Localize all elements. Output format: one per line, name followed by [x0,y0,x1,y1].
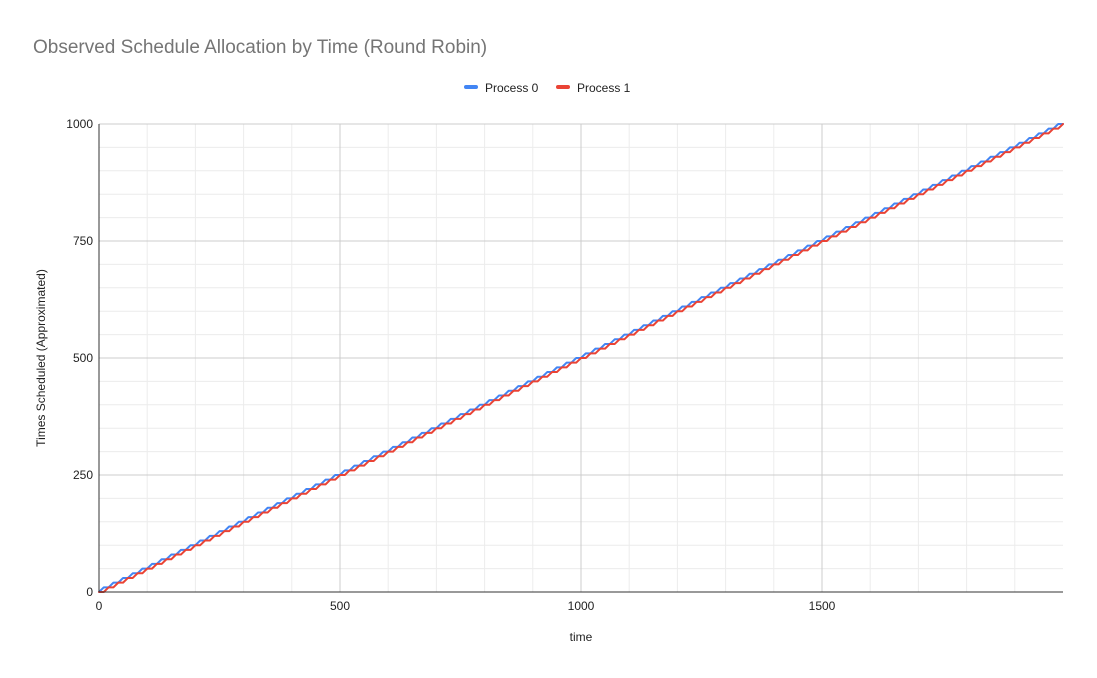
x-tick-labels: 0 500 1000 1500 [96,599,836,613]
legend-swatch-process-0 [464,85,478,89]
legend: Process 0 Process 1 [464,81,631,95]
y-tick-label: 0 [86,585,93,599]
x-tick-label: 500 [330,599,350,613]
x-tick-label: 1000 [568,599,595,613]
y-tick-labels: 0 250 500 750 1000 [66,117,93,599]
y-tick-label: 750 [73,234,93,248]
legend-label-process-0: Process 0 [485,81,539,95]
series-line-process-1 [98,123,1064,593]
chart-title: Observed Schedule Allocation by Time (Ro… [33,37,487,58]
x-tick-label: 1500 [809,599,836,613]
y-tick-label: 1000 [66,117,93,131]
x-axis-title: time [570,630,593,644]
axes [98,124,1063,593]
legend-label-process-1: Process 1 [577,81,631,95]
y-tick-label: 250 [73,468,93,482]
legend-swatch-process-1 [556,85,570,89]
y-tick-label: 500 [73,351,93,365]
x-tick-label: 0 [96,599,103,613]
y-axis-title: Times Scheduled (Approximated) [34,269,48,447]
series-layer [98,123,1064,593]
